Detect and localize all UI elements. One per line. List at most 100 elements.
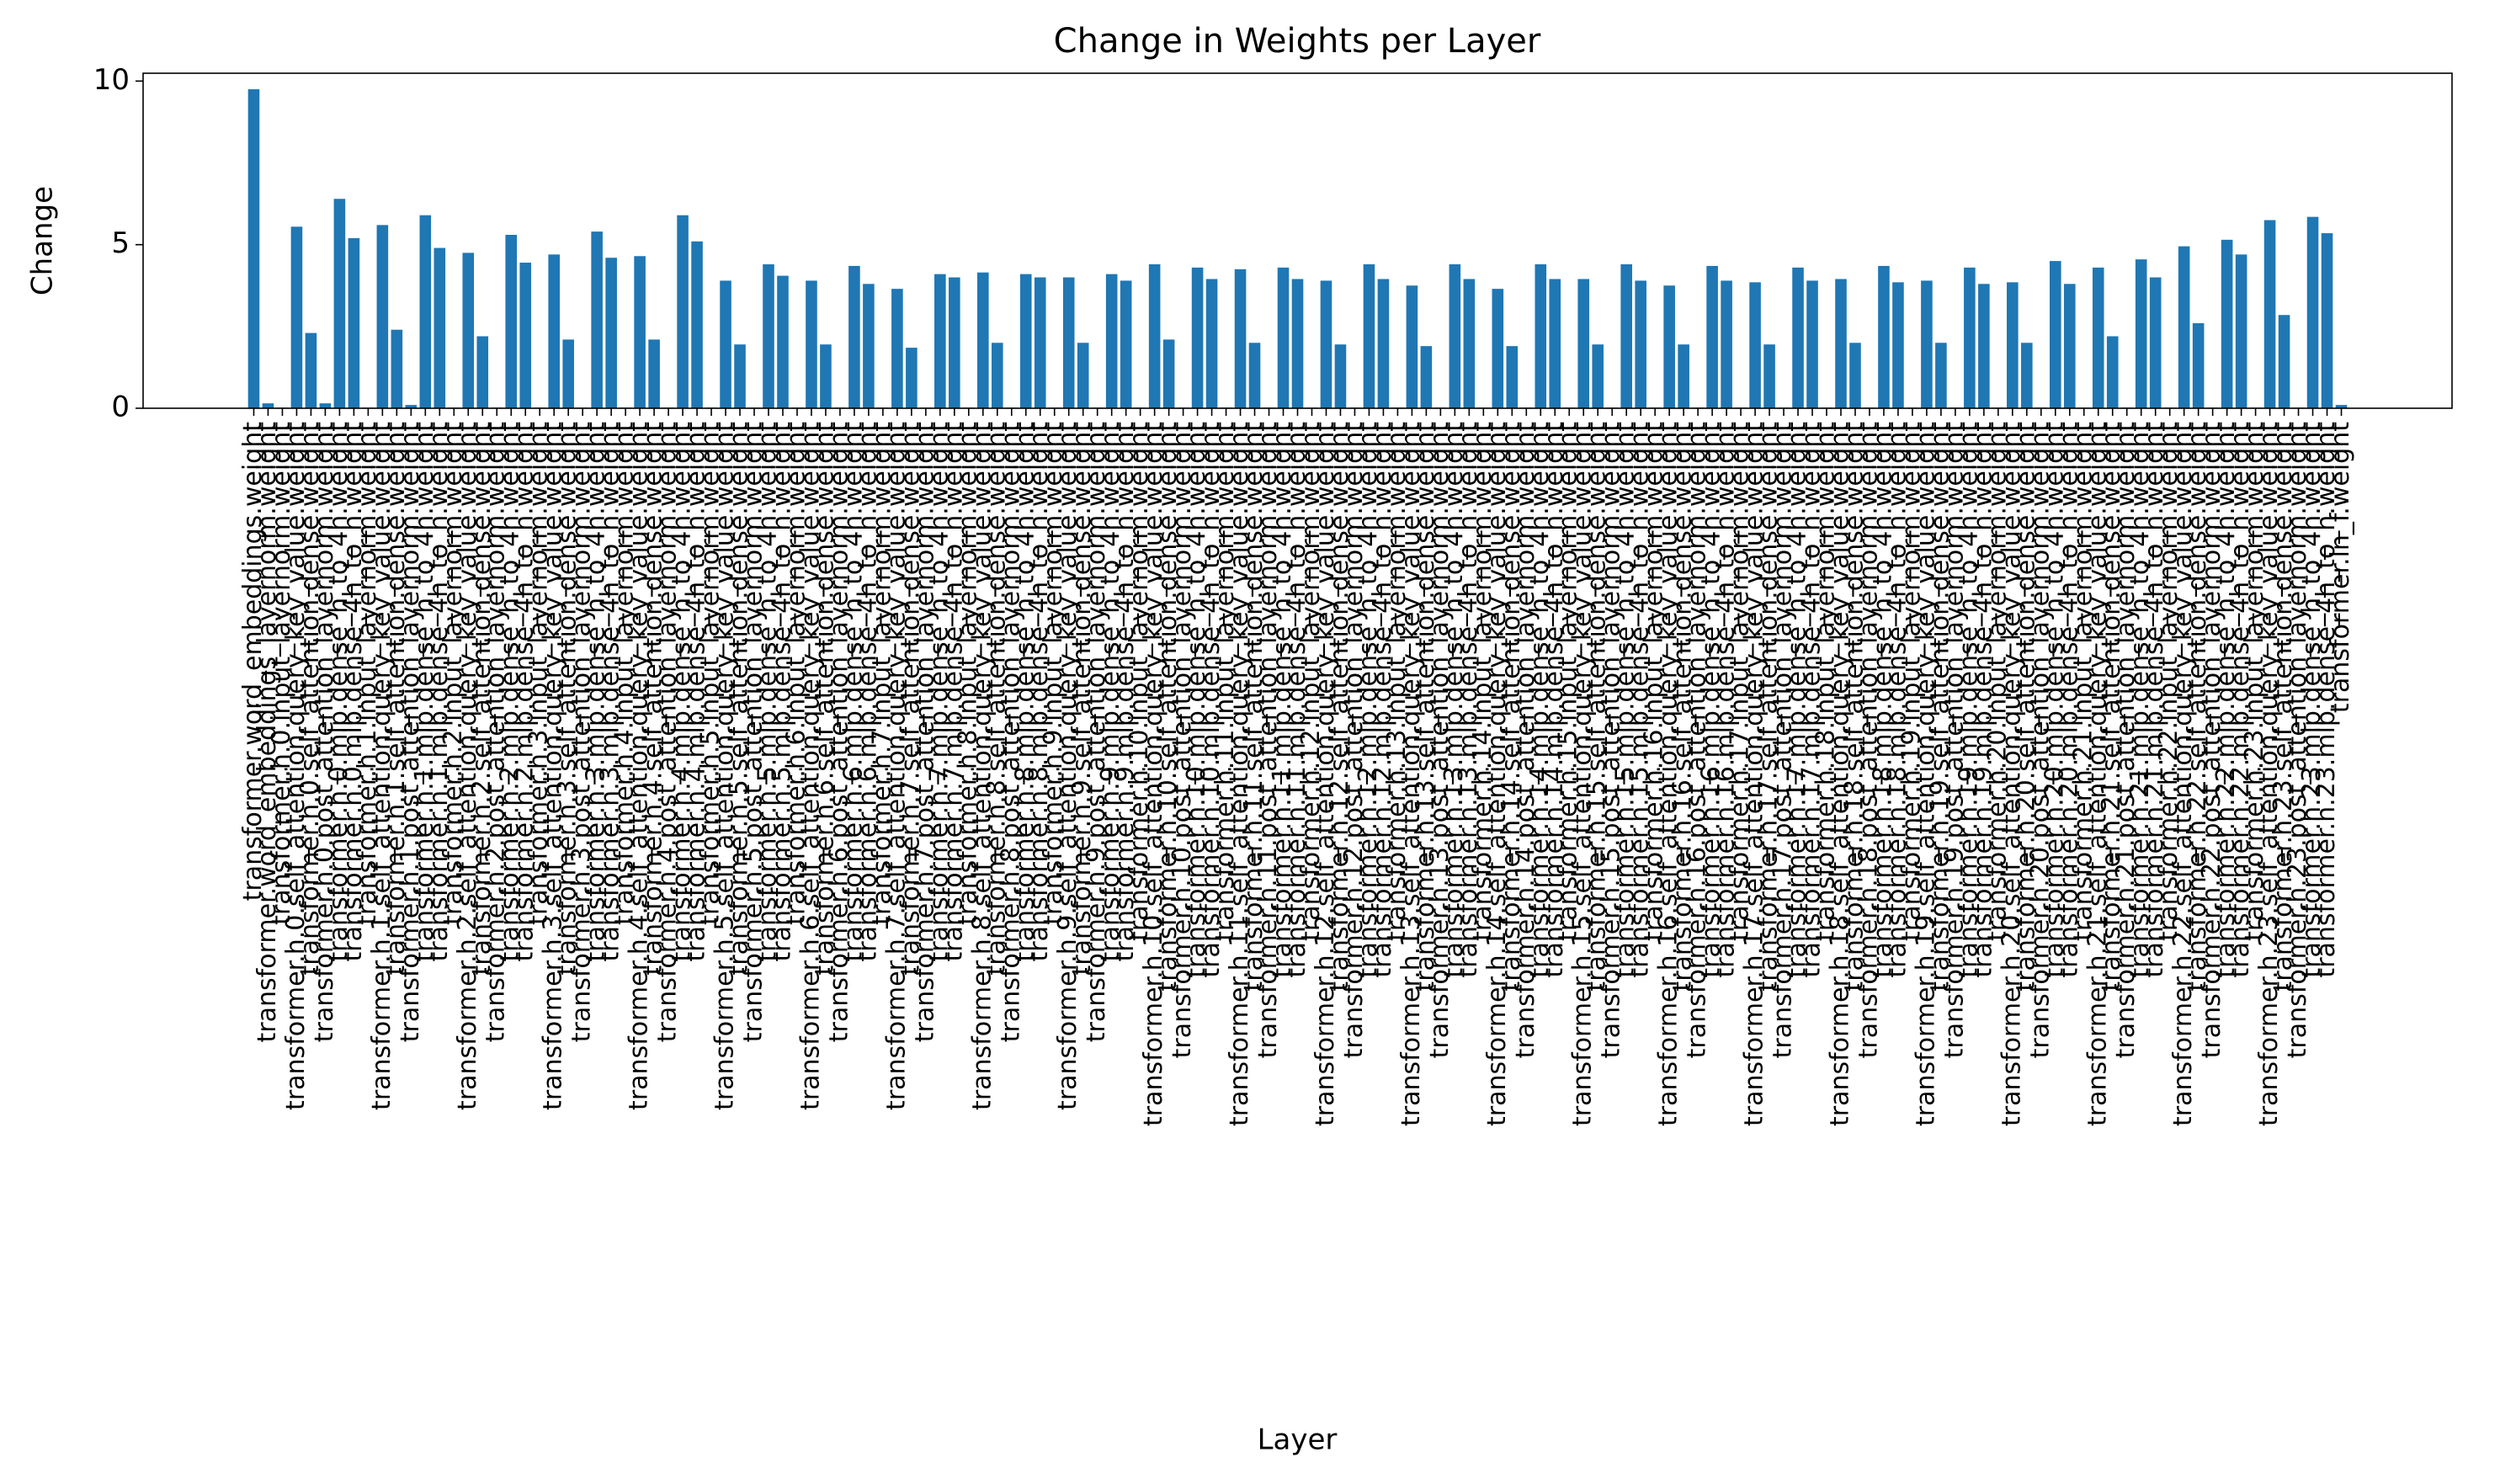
x-tick-label: transformer.h.12.post_attention_layernor…: [1339, 422, 1369, 1059]
x-tick-label: transformer.h.20.mlp.dense_h_to_4h.weigh…: [2040, 422, 2069, 978]
x-tick-label: transformer.h.13.mlp.dense_h_to_4h.weigh…: [1439, 422, 1469, 978]
bar: [1148, 263, 1161, 408]
x-tick-label: transformer.h.22.self_attention.query_ke…: [2168, 422, 2198, 1126]
bar: [247, 89, 260, 408]
x-tick-label: transformer.h.6.mlp.dense_4h_to_h.weight: [853, 422, 882, 962]
x-tick-label: transformer.h.10.self_attention.dense.we…: [1153, 422, 1183, 992]
bar: [1463, 279, 1476, 408]
bar: [2021, 343, 2033, 408]
x-tick-label: transformer.h.15.self_attention.query_ke…: [1568, 422, 1598, 1126]
x-tick-label: transformer.h.6.self_attention.query_key…: [795, 422, 825, 1110]
plot-frame: [142, 72, 2453, 409]
bar: [1377, 279, 1390, 408]
x-tick-label: transformer.h.7.mlp.dense_4h_to_h.weight: [939, 422, 968, 962]
x-tick-label: transformer.h.17.input_layernorm.weight: [1726, 422, 1755, 941]
x-tick-label: transformer.h.0.self_attention.query_key…: [281, 422, 311, 1110]
bar: [391, 329, 403, 408]
x-tick-label: transformer.h.10.self_attention.query_ke…: [1139, 422, 1168, 1126]
x-tick-label: transformer.h.9.post_attention_layernorm…: [1082, 422, 1111, 1043]
x-tick-label: transformer.h.20.self_attention.query_ke…: [1997, 422, 2026, 1126]
bar: [2135, 259, 2147, 408]
bar: [2149, 277, 2162, 408]
bar: [2106, 336, 2119, 408]
x-tick-label: transformer.h.17.self_attention.query_ke…: [1740, 422, 1769, 1126]
x-tick-label: transformer.h.4.self_attention.query_key…: [625, 422, 654, 1110]
bar: [1062, 277, 1075, 408]
x-tick-label: transformer.h.8.self_attention.dense.wei…: [981, 422, 1011, 976]
x-tick-label: transformer.h.2.post_attention_layernorm…: [481, 422, 511, 1043]
x-tick-label: transformer.h.12.mlp.dense_4h_to_h.weigh…: [1368, 422, 1397, 978]
x-tick-label: transformer.h.13.self_attention.query_ke…: [1396, 422, 1426, 1126]
x-tick-label: transformer.h.10.mlp.dense_4h_to_h.weigh…: [1196, 422, 1226, 978]
x-tick-label: transformer.h.9.self_attention.query_key…: [1053, 422, 1082, 1110]
x-tick-label: transformer.h.5.post_attention_layernorm…: [739, 422, 769, 1043]
x-tick-label: transformer.h.3.mlp.dense_h_to_4h.weight: [582, 422, 611, 962]
bar: [1935, 343, 1947, 408]
y-tick-label: 5: [111, 226, 130, 260]
x-tick-label: transformer.h.13.self_attention.dense.we…: [1411, 422, 1440, 992]
bar: [1878, 265, 1890, 408]
x-tick-label: transformer.h.20.post_attention_layernor…: [2025, 422, 2055, 1059]
x-tick-label: transformer.h.8.mlp.dense_h_to_4h.weight: [1010, 422, 1040, 962]
x-tick-label: transformer.h.23.input_layernorm.weight: [2240, 422, 2269, 941]
x-tick-label: transformer.word_embeddings.weight: [238, 422, 268, 902]
bar: [949, 277, 960, 408]
bar: [1978, 284, 1990, 408]
bar: [2007, 282, 2019, 408]
x-tick-label: transformer.h.10.input_layernorm.weight: [1125, 422, 1154, 941]
x-tick-label: transformer.h.18.post_attention_layernor…: [1854, 422, 1883, 1059]
x-tick-label: transformer.h.17.mlp.dense_4h_to_h.weigh…: [1797, 422, 1827, 978]
bar: [2235, 254, 2247, 408]
bar: [1635, 280, 1646, 408]
x-tick-label: transformer.h.0.self_attention.dense.wei…: [295, 422, 325, 976]
x-tick-label: transformer.h.12.mlp.dense_h_to_4h.weigh…: [1354, 422, 1383, 978]
x-tick-label: transformer.h.5.input_layernorm.weight: [696, 422, 726, 925]
x-tick-label: transformer.h.3.self_attention.dense.wei…: [553, 422, 582, 976]
x-tick-label: transformer.h.4.post_attention_layernorm…: [653, 422, 683, 1043]
x-tick-label: transformer.h.21.input_layernorm.weight: [2068, 422, 2098, 941]
bar: [262, 403, 274, 408]
x-tick-label: transformer.h.21.post_attention_layernor…: [2111, 422, 2141, 1059]
x-tick-label: transformer.h.20.input_layernorm.weight: [1982, 422, 2012, 941]
bar: [1763, 344, 1775, 408]
x-tick-label: transformer.h.6.self_attention.dense.wei…: [810, 422, 839, 976]
x-tick-label: transformer.h.11.self_attention.query_ke…: [1225, 422, 1254, 1126]
x-tick-label: transformer.h.1.self_attention.query_key…: [367, 422, 396, 1110]
bar: [991, 343, 1003, 408]
bar: [1678, 344, 1689, 408]
bar: [505, 235, 518, 408]
bar: [891, 289, 903, 408]
x-tick-label: transformer.h.19.self_attention.dense.we…: [1925, 422, 1955, 992]
bar: [1663, 285, 1675, 408]
bar: [1034, 277, 1046, 408]
bar: [2178, 246, 2190, 408]
x-tick-label: transformer.h.23.self_attention.query_ke…: [2254, 422, 2284, 1126]
x-tick-label: transformer.h.11.self_attention.dense.we…: [1239, 422, 1269, 992]
x-tick-label: transformer.h.22.mlp.dense_h_to_4h.weigh…: [2211, 422, 2241, 978]
x-tick-label: transformer.h.4.mlp.dense_h_to_4h.weight: [668, 422, 697, 962]
x-tick-label: transformer.h.20.self_attention.dense.we…: [2011, 422, 2040, 992]
x-tick-label: transformer.h.16.mlp.dense_4h_to_h.weigh…: [1711, 422, 1741, 978]
x-tick-label: transformer.h.20.mlp.dense_4h_to_h.weigh…: [2054, 422, 2083, 978]
x-tick-label: transformer.h.16.self_attention.dense.we…: [1668, 422, 1698, 992]
bar: [462, 253, 475, 408]
bar: [648, 339, 660, 408]
bar: [591, 231, 603, 408]
x-tick-label: transformer.h.14.input_layernorm.weight: [1468, 422, 1497, 941]
bar: [419, 215, 432, 408]
x-tick-label: transformer.h.14.self_attention.dense.we…: [1497, 422, 1526, 992]
bar: [1406, 285, 1418, 408]
x-tick-label: transformer.h.12.input_layernorm.weight: [1296, 422, 1326, 941]
x-tick-label: transformer.h.17.mlp.dense_h_to_4h.weigh…: [1783, 422, 1812, 978]
bar: [691, 241, 703, 408]
bar: [1806, 280, 1818, 408]
x-tick-label: transformer.h.5.mlp.dense_4h_to_h.weight: [767, 422, 796, 962]
bar: [2321, 233, 2333, 408]
bar: [405, 405, 418, 408]
x-tick-label: transformer.h.2.mlp.dense_h_to_4h.weight: [496, 422, 525, 962]
x-tick-label: transformer.h.14.self_attention.query_ke…: [1482, 422, 1512, 1126]
x-tick-label: transformer.h.18.input_layernorm.weight: [1811, 422, 1841, 941]
x-tick-label: transformer.h.19.mlp.dense_h_to_4h.weigh…: [1954, 422, 1983, 978]
x-tick-label: transformer.h.4.mlp.dense_4h_to_h.weight: [682, 422, 711, 962]
bar: [820, 344, 832, 408]
